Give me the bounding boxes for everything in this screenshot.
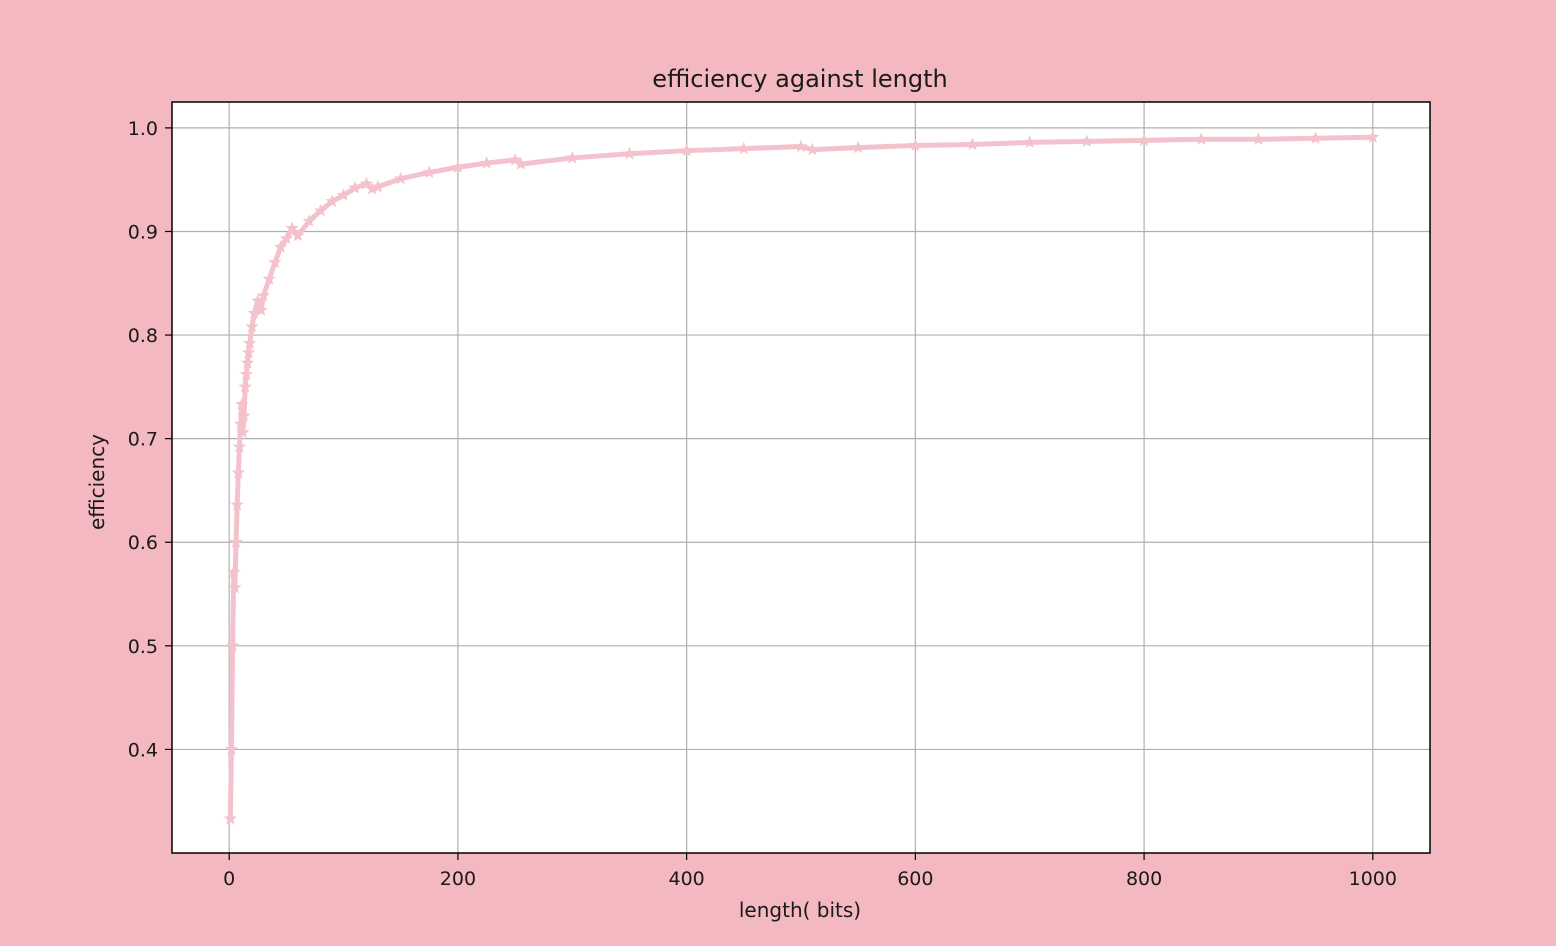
data-point-marker — [254, 303, 268, 316]
data-point-marker — [238, 379, 252, 393]
data-point-marker — [245, 319, 259, 333]
data-point-marker — [231, 465, 245, 479]
data-point-marker — [359, 176, 374, 190]
plot-area — [172, 102, 1430, 853]
data-point-marker — [256, 288, 271, 302]
data-point-marker — [240, 356, 255, 369]
y-tick-label: 0.5 — [128, 636, 158, 658]
data-point-marker — [235, 397, 249, 411]
data-point-marker — [223, 811, 237, 825]
data-point-marker — [262, 272, 276, 285]
data-point-marker — [851, 140, 865, 154]
y-tick-label: 0.8 — [128, 325, 158, 347]
data-point-marker — [241, 345, 256, 359]
x-tick-label: 400 — [669, 868, 705, 890]
data-point-marker — [230, 497, 244, 511]
x-tick-label: 800 — [1126, 868, 1162, 890]
data-point-marker — [227, 565, 241, 578]
data-point-marker — [479, 156, 494, 169]
data-point-marker — [228, 580, 242, 594]
plot-frame — [171, 101, 1431, 854]
data-point-marker — [233, 417, 248, 430]
data-point-marker — [224, 742, 239, 756]
x-tick-label: 600 — [897, 868, 933, 890]
data-point-marker — [285, 221, 299, 235]
y-tick-label: 0.4 — [128, 739, 158, 761]
data-point-marker — [225, 638, 240, 652]
data-point-marker — [371, 179, 385, 193]
y-tick-label: 0.6 — [128, 532, 158, 554]
ticks: 0 200 400 600 800 1000 0.4 0.5 0.6 0.7 0.8 0.9 1.0 — [128, 118, 1397, 890]
chart-title: efficiency against length — [652, 65, 947, 93]
x-tick-label: 1000 — [1349, 868, 1397, 890]
grid — [172, 102, 1430, 853]
data-point-marker — [237, 408, 251, 422]
data-point-marker — [737, 141, 751, 155]
data-point-marker — [348, 180, 362, 194]
data-point-marker — [268, 255, 282, 269]
data-point-marker — [794, 139, 808, 153]
y-axis-title: efficiency — [85, 434, 109, 530]
data-point-marker — [422, 165, 436, 179]
data-point-marker — [1137, 133, 1151, 146]
data-point-marker — [508, 153, 522, 166]
data-point-marker — [365, 182, 379, 195]
data-point-marker — [805, 142, 820, 156]
data-point-marker — [279, 231, 294, 245]
y-tick-label: 0.7 — [128, 429, 158, 451]
data-point-marker — [1080, 134, 1094, 148]
data-point-marker — [243, 336, 257, 350]
data-point-marker — [229, 535, 243, 548]
data-point-marker — [232, 439, 247, 453]
data-point-marker — [1194, 132, 1208, 145]
data-point-marker — [679, 143, 694, 157]
data-point-marker — [565, 150, 579, 164]
data-point-marker — [314, 203, 328, 217]
data-point-marker — [247, 306, 261, 319]
data-point-marker — [451, 160, 465, 173]
data-point-marker — [1308, 131, 1323, 144]
data-point-marker — [302, 214, 316, 227]
x-tick-label: 0 — [223, 868, 235, 890]
data-point-marker — [394, 171, 408, 185]
data-point-marker — [273, 240, 288, 253]
data-point-marker — [336, 188, 351, 201]
data-point-marker — [965, 137, 980, 151]
series-layer — [223, 130, 1380, 825]
data-point-marker — [251, 293, 265, 307]
data-point-marker — [908, 138, 923, 152]
y-tick-label: 1.0 — [128, 118, 158, 140]
x-axis-title: length( bits) — [739, 898, 861, 922]
data-point-marker — [239, 367, 253, 381]
data-point-marker — [325, 194, 339, 208]
data-point-marker — [236, 425, 250, 439]
data-point-marker — [622, 146, 637, 160]
data-point-marker — [291, 228, 305, 242]
data-point-marker — [1023, 135, 1037, 149]
data-point-marker — [514, 157, 528, 170]
data-point-marker — [1366, 130, 1380, 143]
y-tick-label: 0.9 — [128, 221, 158, 243]
data-point-marker — [1251, 132, 1266, 145]
x-tick-label: 200 — [440, 868, 476, 890]
